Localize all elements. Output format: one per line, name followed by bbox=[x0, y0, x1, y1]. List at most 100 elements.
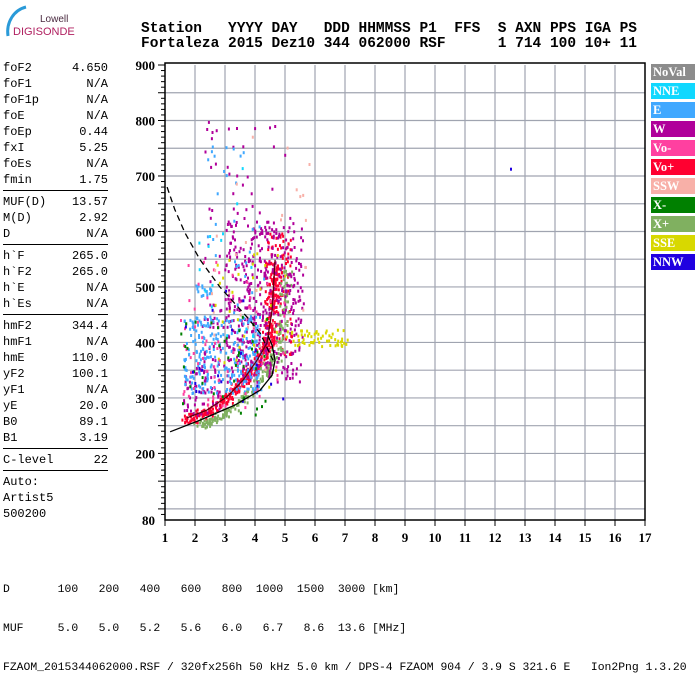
echo-point-ssw bbox=[295, 188, 298, 192]
echo-point-w bbox=[184, 380, 187, 384]
echo-point-vo+ bbox=[231, 388, 234, 391]
echo-point-w bbox=[243, 367, 245, 371]
echo-point-w bbox=[271, 246, 274, 250]
echo-point-sse bbox=[228, 309, 231, 313]
distance-value: 3000 bbox=[337, 584, 366, 596]
echo-point-w bbox=[234, 245, 237, 249]
echo-point-x+ bbox=[277, 352, 280, 356]
echo-point-e bbox=[255, 315, 258, 319]
echo-point-w bbox=[279, 328, 282, 331]
echo-point-x+ bbox=[236, 403, 238, 407]
echo-point-vo+ bbox=[274, 311, 277, 315]
echo-point-x+ bbox=[225, 413, 228, 417]
echo-point-w bbox=[231, 370, 234, 374]
echo-point-w bbox=[204, 150, 207, 154]
echo-point-vo- bbox=[216, 347, 219, 350]
echo-point-x- bbox=[238, 351, 240, 355]
echo-point-w bbox=[298, 262, 300, 265]
echo-point-e bbox=[250, 319, 253, 323]
echo-point-vo+ bbox=[211, 400, 214, 404]
echo-point-w bbox=[218, 407, 221, 411]
echo-point-vo- bbox=[214, 341, 216, 345]
echo-point-w bbox=[284, 247, 287, 251]
echo-point-w bbox=[272, 221, 275, 225]
echo-point-vo+ bbox=[230, 392, 232, 396]
echo-point-w bbox=[295, 259, 298, 263]
echo-point-w bbox=[264, 363, 267, 367]
echo-point-e bbox=[220, 373, 223, 377]
echo-point-vo+ bbox=[270, 292, 273, 296]
echo-point-e bbox=[229, 389, 231, 392]
echo-point-x+ bbox=[277, 360, 280, 364]
echo-point-vo+ bbox=[275, 296, 278, 300]
echo-point-w bbox=[229, 376, 232, 380]
echo-point-w bbox=[200, 412, 203, 416]
echo-point-e bbox=[209, 287, 212, 291]
echo-point-w bbox=[297, 317, 300, 321]
x-tick-label: 1 bbox=[162, 530, 169, 545]
echo-point-w bbox=[255, 235, 258, 239]
echo-point-e bbox=[236, 303, 239, 307]
echo-point-vo+ bbox=[231, 396, 234, 399]
y-tick-label: 80 bbox=[142, 513, 155, 528]
echo-point-vo+ bbox=[261, 352, 264, 356]
echo-point-x+ bbox=[273, 359, 276, 362]
echo-point-w bbox=[275, 231, 278, 235]
echo-point-e bbox=[206, 379, 209, 383]
echo-point-w bbox=[288, 284, 291, 288]
echo-point-vo+ bbox=[232, 397, 234, 401]
echo-point-vo- bbox=[207, 403, 210, 407]
echo-point-e bbox=[241, 352, 244, 356]
muf-value: 6.7 bbox=[262, 623, 284, 635]
echo-point-e bbox=[209, 315, 212, 319]
echo-point-e bbox=[208, 350, 211, 354]
echo-point-w bbox=[289, 327, 292, 331]
echo-point-vo+ bbox=[275, 305, 278, 309]
echo-point-vo- bbox=[283, 314, 286, 318]
echo-point-e bbox=[195, 350, 198, 354]
echo-point-w bbox=[244, 306, 247, 310]
echo-point-w bbox=[272, 236, 275, 240]
echo-point-sse bbox=[308, 343, 311, 347]
echo-point-ssw bbox=[234, 253, 237, 257]
echo-point-sse bbox=[303, 342, 306, 345]
echo-point-w bbox=[225, 264, 228, 268]
echo-point-vo- bbox=[201, 336, 204, 340]
echo-point-e bbox=[200, 323, 203, 327]
echo-point-x+ bbox=[209, 424, 212, 428]
echo-point-w bbox=[263, 323, 266, 327]
echo-point-w bbox=[252, 237, 254, 241]
echo-point-nnw bbox=[256, 384, 259, 388]
echo-point-vo+ bbox=[216, 409, 219, 412]
echo-point-w bbox=[228, 289, 231, 293]
legend-item-vo+: Vo+ bbox=[651, 159, 695, 175]
echo-point-w bbox=[285, 355, 288, 359]
echo-point-w bbox=[249, 259, 252, 263]
echo-point-vo+ bbox=[212, 407, 214, 411]
echo-point-w bbox=[282, 365, 285, 369]
echo-point-vo+ bbox=[236, 391, 239, 395]
echo-point-x+ bbox=[279, 326, 281, 330]
echo-point-w bbox=[245, 345, 248, 349]
echo-point-ssw bbox=[308, 163, 311, 166]
echo-point-x+ bbox=[285, 305, 288, 309]
echo-point-w bbox=[301, 306, 304, 310]
echo-point-e bbox=[184, 357, 187, 361]
param-row: C-level 22 bbox=[3, 452, 108, 468]
echo-point-e bbox=[251, 291, 254, 295]
echo-point-w bbox=[265, 232, 268, 236]
echo-point-e bbox=[217, 319, 220, 323]
echo-point-x+ bbox=[286, 320, 289, 323]
echo-point-e bbox=[209, 386, 212, 390]
echo-point-w bbox=[291, 323, 293, 326]
echo-point-w bbox=[193, 403, 196, 407]
echo-point-x- bbox=[261, 405, 263, 409]
echo-point-vo+ bbox=[274, 279, 276, 283]
echo-point-e bbox=[245, 337, 248, 340]
echo-point-vo+ bbox=[285, 337, 288, 341]
echo-point-e bbox=[246, 370, 249, 374]
header-label-p1: P1 bbox=[419, 21, 437, 37]
echo-point-w bbox=[299, 262, 302, 266]
echo-point-x- bbox=[217, 326, 219, 330]
param-name: hmF1 bbox=[3, 335, 32, 349]
